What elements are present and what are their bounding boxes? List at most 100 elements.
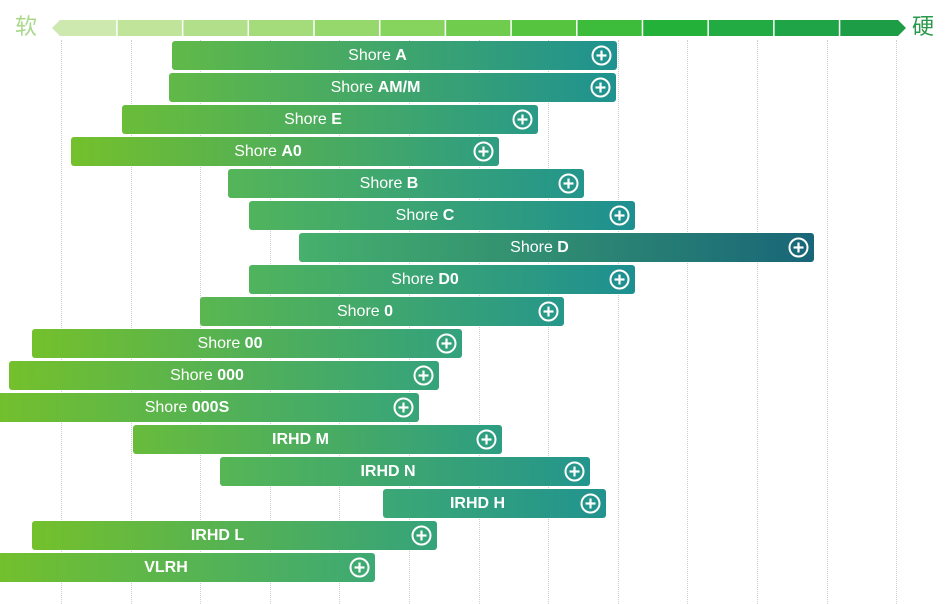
bar-shore-000[interactable]: Shore 000 <box>9 361 439 390</box>
bar-irhd-h[interactable]: IRHD H <box>383 489 606 518</box>
expand-plus-icon[interactable] <box>436 333 457 354</box>
bar-irhd-l[interactable]: IRHD L <box>32 521 437 550</box>
expand-plus-icon[interactable] <box>558 173 579 194</box>
expand-plus-icon[interactable] <box>411 525 432 546</box>
bar-label-code: IRHD H <box>449 495 506 512</box>
bar-label-code: VLRH <box>144 559 188 576</box>
bar-label-code: D0 <box>438 271 459 288</box>
bar-label: IRHD M <box>133 425 468 454</box>
scale-segment <box>774 20 839 36</box>
bar-label: IRHD N <box>220 457 556 486</box>
scale-segment <box>52 20 117 36</box>
bar-label-code: A <box>395 47 407 64</box>
bar-label-prefix: Shore <box>359 175 407 192</box>
bar-shore-00[interactable]: Shore 00 <box>32 329 462 358</box>
bar-label-code: B <box>406 175 419 192</box>
scale-segment <box>840 20 906 36</box>
scale-segment <box>577 20 642 36</box>
bar-label: Shore 000S <box>0 393 385 422</box>
bar-irhd-n[interactable]: IRHD N <box>220 457 590 486</box>
bar-label-prefix: Shore <box>284 111 332 128</box>
bar-label-code: 000S <box>191 399 230 416</box>
bar-label-code: A0 <box>281 143 302 160</box>
scale-segment <box>708 20 774 36</box>
bar-label: Shore A <box>172 41 583 70</box>
bar-label: Shore D <box>299 233 780 262</box>
scale-segment <box>511 20 577 36</box>
bar-shore-b[interactable]: Shore B <box>228 169 584 198</box>
bar-label-prefix: Shore <box>391 271 439 288</box>
bar-label-code: E <box>331 111 342 128</box>
expand-plus-icon[interactable] <box>413 365 434 386</box>
bar-label-prefix: Shore <box>330 79 378 96</box>
bar-label-prefix: Shore <box>336 303 385 320</box>
bar-label-code: D <box>557 239 569 256</box>
bar-shore-e[interactable]: Shore E <box>122 105 538 134</box>
expand-plus-icon[interactable] <box>609 269 630 290</box>
expand-plus-icon[interactable] <box>476 429 497 450</box>
grid-line <box>61 40 62 604</box>
expand-plus-icon[interactable] <box>349 557 370 578</box>
scale-segment <box>314 20 379 36</box>
grid-line <box>896 40 897 604</box>
expand-plus-icon[interactable] <box>538 301 559 322</box>
hard-label: 硬 <box>912 15 935 40</box>
bar-shore-d[interactable]: Shore D <box>299 233 814 262</box>
grid-line <box>757 40 758 604</box>
bar-label: IRHD L <box>32 521 403 550</box>
grid-line <box>618 40 619 604</box>
bar-label: Shore D0 <box>249 265 601 294</box>
bar-label: IRHD H <box>383 489 572 518</box>
bar-label-code: IRHD N <box>360 463 416 480</box>
expand-plus-icon[interactable] <box>580 493 601 514</box>
bar-shore-d0[interactable]: Shore D0 <box>249 265 635 294</box>
bar-label-code: 00 <box>244 335 263 352</box>
bar-label-code: 000 <box>217 367 244 384</box>
bar-label-prefix: Shore <box>170 367 218 384</box>
bar-shore-0[interactable]: Shore 0 <box>200 297 564 326</box>
bar-label-prefix: Shore <box>510 239 558 256</box>
expand-plus-icon[interactable] <box>590 77 611 98</box>
scale-segment <box>446 20 511 36</box>
bar-label-code: C <box>442 207 455 224</box>
bar-label-prefix: Shore <box>144 399 192 416</box>
bar-shore-a0[interactable]: Shore A0 <box>71 137 499 166</box>
grid-line <box>827 40 828 604</box>
bar-label-prefix: Shore <box>234 143 282 160</box>
expand-plus-icon[interactable] <box>591 45 612 66</box>
grid-line <box>687 40 688 604</box>
bar-vlrh[interactable]: VLRH <box>0 553 375 582</box>
expand-plus-icon[interactable] <box>512 109 533 130</box>
bar-label-prefix: Shore <box>197 335 245 352</box>
expand-plus-icon[interactable] <box>609 205 630 226</box>
bar-label: Shore A0 <box>71 137 465 166</box>
bar-label-prefix: Shore <box>348 47 396 64</box>
soft-label: 软 <box>15 15 38 40</box>
bar-irhd-m[interactable]: IRHD M <box>133 425 502 454</box>
bar-label: Shore 0 <box>200 297 530 326</box>
scale-segment <box>249 20 314 36</box>
expand-plus-icon[interactable] <box>393 397 414 418</box>
bar-label: Shore 000 <box>9 361 405 390</box>
bar-label: Shore E <box>122 105 504 134</box>
bar-label: Shore C <box>249 201 601 230</box>
scale-segment <box>380 20 445 36</box>
grid-line <box>131 40 132 604</box>
bar-label-code: IRHD M <box>272 431 329 448</box>
bar-shore-a[interactable]: Shore A <box>172 41 617 70</box>
bar-label-code: IRHD L <box>190 527 245 544</box>
hardness-scale-arrow <box>52 20 906 36</box>
scale-segment <box>117 20 182 36</box>
bar-label-prefix: Shore <box>395 207 443 224</box>
bar-label: Shore 00 <box>32 329 428 358</box>
bar-shore-000s[interactable]: Shore 000S <box>0 393 419 422</box>
expand-plus-icon[interactable] <box>473 141 494 162</box>
bar-label-code: 0 <box>384 303 394 320</box>
expand-plus-icon[interactable] <box>564 461 585 482</box>
bar-label: Shore B <box>228 169 550 198</box>
bar-shore-c[interactable]: Shore C <box>249 201 635 230</box>
bar-shore-am-m[interactable]: Shore AM/M <box>169 73 616 102</box>
scale-segment <box>643 20 708 36</box>
expand-plus-icon[interactable] <box>788 237 809 258</box>
bar-label-code: AM/M <box>377 79 421 96</box>
